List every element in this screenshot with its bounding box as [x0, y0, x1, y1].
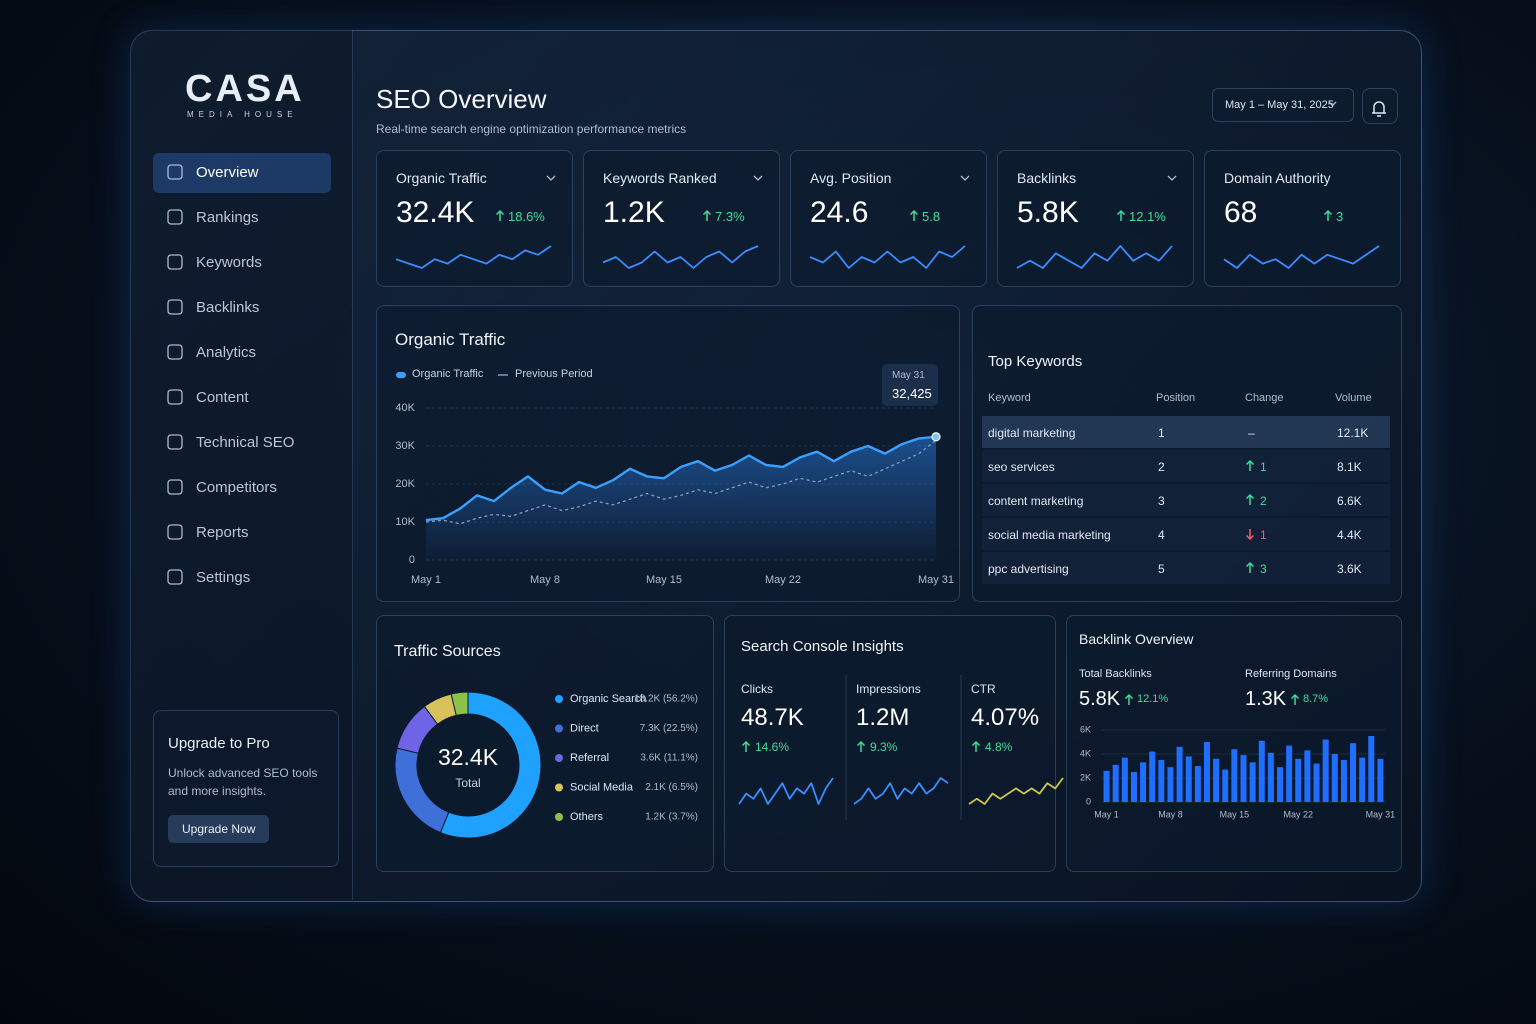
kpi-title: Keywords Ranked	[603, 170, 717, 186]
kpi-change: 5.8	[922, 209, 941, 224]
volume-cell: 6.6K	[1337, 494, 1362, 508]
volume-cell: 8.1K	[1337, 460, 1362, 474]
metric-label: Clicks	[741, 682, 773, 696]
keyword-cell: seo services	[988, 460, 1055, 474]
tooltip	[882, 364, 938, 406]
kpi-title: Organic Traffic	[396, 170, 487, 186]
kpi-value: 1.2K	[603, 196, 665, 229]
metric-change: 12.1%	[1137, 693, 1169, 705]
card-title: Backlink Overview	[1079, 631, 1194, 647]
upgrade-button[interactable]: Upgrade Now	[168, 815, 270, 843]
position-cell: 5	[1158, 562, 1165, 576]
nav-item[interactable]: Rankings	[196, 209, 259, 226]
metric-change: 8.7%	[1303, 693, 1329, 705]
nav-item[interactable]: Backlinks	[196, 299, 260, 316]
change-cell: 3	[1260, 562, 1267, 576]
position-cell: 1	[1158, 426, 1165, 440]
upgrade-title: Upgrade to Pro	[168, 735, 270, 752]
keyword-cell: content marketing	[988, 494, 1084, 508]
column-header: Keyword	[988, 392, 1031, 404]
metric-value: 1.2M	[856, 704, 910, 731]
page-title: SEO Overview	[376, 84, 547, 114]
nav-item[interactable]: Analytics	[196, 344, 257, 361]
brand-name: CASA	[185, 68, 305, 110]
kpi-change: 7.3%	[715, 209, 745, 224]
metric-value: 1.3K	[1245, 688, 1287, 710]
table-row	[982, 416, 1390, 448]
insights-card	[724, 615, 1056, 872]
kpi-value: 68	[1224, 196, 1258, 229]
volume-cell: 3.6K	[1337, 562, 1362, 576]
chart-title: Traffic Sources	[394, 643, 501, 660]
position-cell: 2	[1158, 460, 1165, 474]
change-cell: 1	[1260, 528, 1267, 542]
table-row	[982, 450, 1390, 482]
nav-item[interactable]: Settings	[196, 569, 251, 586]
nav-item[interactable]: Keywords	[196, 254, 262, 271]
nav-active-bg	[153, 153, 331, 193]
upgrade-text: Unlock advanced SEO tools and more insig…	[168, 766, 318, 798]
kpi-change: 3	[1336, 209, 1344, 224]
metric-label: Impressions	[856, 682, 921, 696]
kpi-title: Domain Authority	[1224, 170, 1331, 186]
change-cell: 2	[1260, 494, 1267, 508]
nav-item[interactable]: Reports	[196, 524, 249, 541]
keyword-cell: digital marketing	[988, 426, 1076, 440]
metric-label: CTR	[971, 682, 996, 696]
metric-value: 4.07%	[971, 704, 1040, 731]
brand-tagline: MEDIA HOUSE	[187, 110, 298, 119]
change-cell: 1	[1260, 460, 1267, 474]
change-cell: –	[1248, 426, 1255, 440]
date-picker[interactable]: May 1 – May 31, 2025	[1212, 88, 1354, 122]
table-row	[982, 552, 1390, 584]
page-subtitle: Real-time search engine optimization per…	[376, 122, 687, 136]
table-title: Top Keywords	[988, 353, 1083, 370]
table-row	[982, 518, 1390, 550]
bell-button[interactable]	[1362, 88, 1398, 124]
column-header: Position	[1156, 392, 1196, 404]
nav-item[interactable]: Competitors	[196, 479, 277, 496]
table-card	[972, 305, 1402, 602]
kpi-value: 24.6	[810, 196, 869, 229]
keyword-cell: ppc advertising	[988, 562, 1069, 576]
metric-change: 4.8%	[985, 740, 1013, 754]
position-cell: 4	[1158, 528, 1165, 542]
volume-cell: 12.1K	[1337, 426, 1369, 440]
chart-title: Organic Traffic	[395, 330, 506, 349]
tooltip-label: May 31	[892, 370, 925, 381]
kpi-value: 32.4K	[396, 196, 475, 229]
keyword-cell: social media marketing	[988, 528, 1111, 542]
metric-value: 48.7K	[741, 704, 804, 731]
position-cell: 3	[1158, 494, 1165, 508]
legend-label: Organic Traffic	[412, 368, 484, 380]
table-row	[982, 484, 1390, 516]
legend-label: Previous Period	[515, 368, 593, 380]
volume-cell: 4.4K	[1337, 528, 1362, 542]
nav-item[interactable]: Technical SEO	[196, 434, 295, 451]
kpi-change: 18.6%	[508, 209, 545, 224]
metric-value: 5.8K	[1079, 688, 1121, 710]
column-header: Change	[1245, 392, 1284, 404]
kpi-change: 12.1%	[1129, 209, 1166, 224]
metric-change: 9.3%	[870, 740, 898, 754]
column-header: Volume	[1335, 392, 1372, 404]
nav-item[interactable]: Overview	[196, 164, 259, 181]
card-title: Search Console Insights	[741, 638, 904, 655]
kpi-value: 5.8K	[1017, 196, 1079, 229]
metric-label: Referring Domains	[1245, 668, 1337, 680]
backlink-card	[1066, 615, 1402, 872]
metric-label: Total Backlinks	[1079, 668, 1152, 680]
tooltip-value: 32,425	[892, 386, 932, 401]
nav-item[interactable]: Content	[196, 389, 249, 406]
metric-change: 14.6%	[755, 740, 790, 754]
kpi-title: Backlinks	[1017, 170, 1077, 186]
kpi-title: Avg. Position	[810, 170, 892, 186]
